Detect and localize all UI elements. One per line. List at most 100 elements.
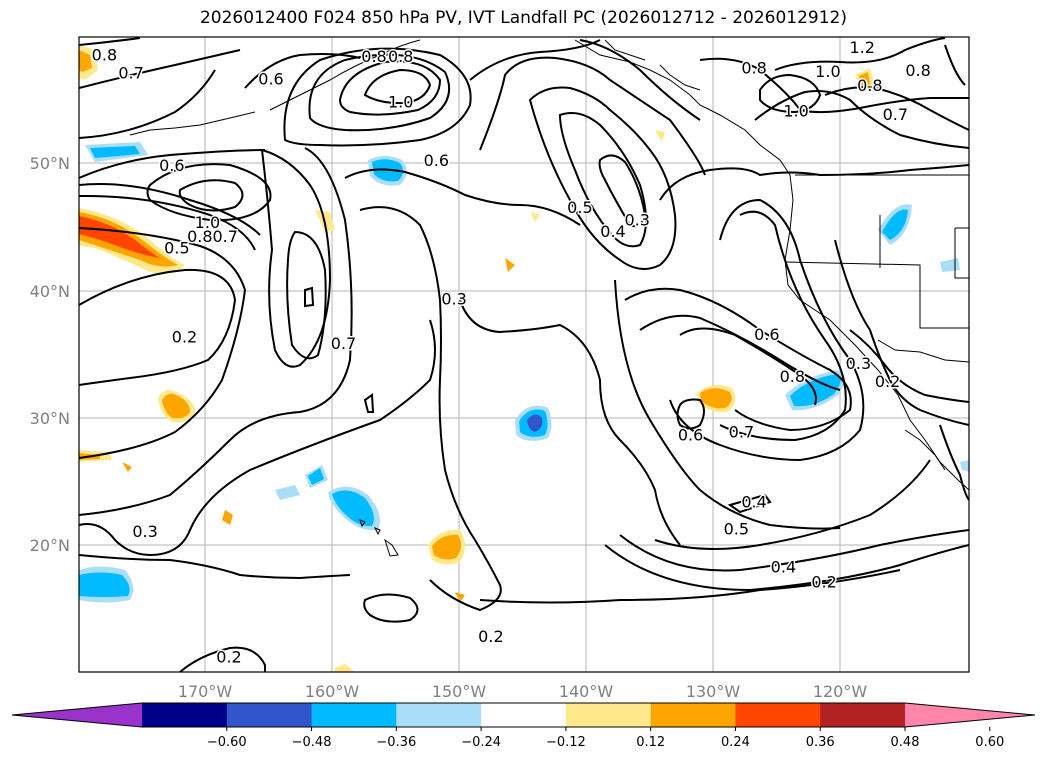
negative-anomaly-fill [527,414,543,432]
pv-contour [244,53,361,89]
alaska-panhandle-coastline [604,39,701,91]
pv-contour [79,69,216,139]
contour-label: 0.2 [216,648,241,667]
contour-label: 0.5 [164,239,189,258]
pv-contour [834,239,969,426]
pv-contour [79,183,261,236]
pv-contour [344,168,581,226]
contour-label: 0.2 [811,573,836,592]
colorbar-segment [905,703,1035,727]
contour-label: 1.0 [388,93,413,112]
pv-contour [824,86,969,131]
colorbar-segment [481,703,567,727]
state-borders [954,227,969,279]
pv-contour [654,459,931,550]
pv-contour [146,163,272,222]
pv-contour [759,73,822,114]
contour-label: 0.7 [729,423,754,442]
colorbar-segment [565,703,652,727]
positive-anomaly-fill [162,393,190,419]
contour-label: 0.6 [424,151,449,170]
contour-label: 0.3 [846,354,871,373]
colorbar-segment [735,703,821,727]
contour-label: 0.8 [388,47,413,66]
pv-contour [79,227,247,459]
pv-contour [79,147,353,516]
contour-label: 0.8 [780,367,805,386]
pv-contour [308,53,450,132]
lon-tick-label: 130°W [686,682,741,701]
colorbar-segment [142,703,228,727]
longitude-tick-labels: 170°W 160°W 150°W 140°W 130°W 120°W [178,682,868,701]
pv-contour [754,90,969,149]
pv-contour [579,39,701,121]
pv-contour [469,39,601,81]
contour-label: 0.5 [724,519,749,538]
pv-contour [79,319,436,557]
contour-label: 0.7 [883,105,908,124]
pv-contour [528,86,677,270]
state-borders [784,261,969,329]
pv-contour [79,149,266,179]
pv-contour [363,68,432,105]
pv-contour [479,569,901,604]
negative-anomaly-fill [332,490,374,527]
colorbar-tick-label: −0.12 [546,735,586,750]
pv-contour [304,286,315,308]
pv-contour [774,37,946,71]
pv-contour [679,327,817,406]
contour-label: 1.0 [815,62,840,81]
colorbar-segment [650,703,736,727]
pv-contour [178,179,244,212]
pv-contour [669,198,865,462]
aleutian-coastline [269,39,421,111]
contour-label: 0.2 [875,372,900,391]
contour-label: 0.8 [92,46,117,65]
lon-tick-label: 140°W [559,682,614,701]
colorbar: −0.60 −0.48 −0.36 −0.24 −0.12 0.12 0.24 0.36 0.4… [11,702,1036,750]
colorbar-tick-label: 0.24 [721,735,750,750]
negative-anomaly-fill [308,468,324,485]
pv-contour [639,314,841,391]
pv-contour [719,210,847,442]
pv-contour [79,37,141,46]
colorbar-tick-label: 0.12 [636,735,665,750]
contour-label: 0.8 [187,227,212,246]
pv-contour [286,230,327,360]
positive-anomaly-fill [79,216,160,258]
pv-contour [459,299,681,546]
pv-contour [283,47,472,147]
map-frame [78,36,970,673]
pv-contour [338,60,442,116]
pv-contour [939,424,969,501]
colorbar-tick-label: −0.24 [461,735,501,750]
contour-label: 0.8 [361,47,386,66]
contour-label: 0.8 [741,58,766,77]
positive-anomaly-fill [530,212,540,222]
pv-contour [79,49,241,89]
negative-anomaly-fill [90,146,140,158]
contour-label: 0.7 [331,334,356,353]
lon-tick-label: 160°W [305,682,360,701]
pv-contour [261,149,332,368]
contour-label: 0.3 [441,289,466,308]
positive-anomaly-fill [455,592,465,602]
colorbar-tick-label: −0.36 [376,735,416,750]
negative-anomaly-fill [79,572,130,597]
pv-contour [598,154,647,228]
positive-anomaly-fill [700,388,732,409]
pv-contour [179,646,267,672]
positive-anomaly-fill [335,664,355,672]
contour-label: 0.6 [258,70,283,89]
us-mexico-border [877,339,969,363]
contour-label: 1.0 [783,101,808,120]
contour-label: 1.2 [849,38,874,57]
contour-label: 0.2 [478,627,503,646]
latitude-tick-labels: 50°N 40°N 30°N 20°N [30,154,70,555]
contour-label: 0.8 [857,76,882,95]
colorbar-tick-label: −0.60 [207,735,247,750]
hawaii-coastline [359,519,399,557]
positive-anomaly-fill [222,510,233,525]
pv-contour [558,112,647,248]
contour-labels: 0.80.7 0.60.8 0.81.00.60.61.00.8 0.70.50.30… [90,36,932,668]
